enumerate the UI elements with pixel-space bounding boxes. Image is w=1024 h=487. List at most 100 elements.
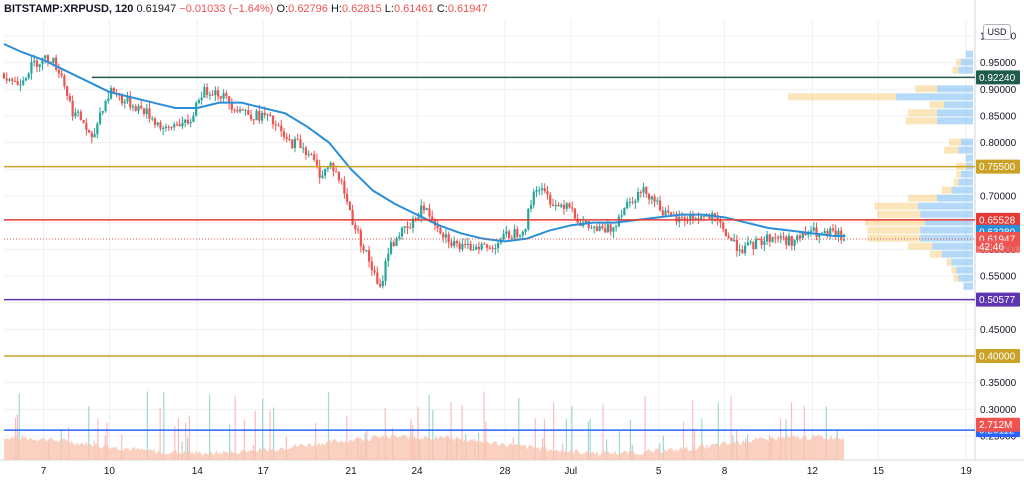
candle-body bbox=[757, 239, 760, 241]
candle-body bbox=[442, 233, 445, 238]
x-tick-label: Jul bbox=[564, 466, 577, 477]
volume-bar bbox=[618, 430, 621, 460]
candle-body bbox=[505, 231, 508, 234]
price-change: −0.01033 (−1.64%) bbox=[179, 3, 274, 15]
candle-body bbox=[159, 122, 162, 129]
candle-body bbox=[488, 247, 491, 249]
profile-row bbox=[908, 242, 933, 250]
candle-body bbox=[354, 224, 357, 230]
candle-body bbox=[782, 236, 785, 238]
chart-header: BITSTAMP:XRPUSD, 120 0.61947 −0.01033 (−… bbox=[4, 3, 488, 15]
candle-body bbox=[233, 109, 236, 111]
profile-row bbox=[956, 170, 961, 178]
candle-body bbox=[694, 218, 697, 220]
candle-body bbox=[702, 216, 706, 218]
candle-body bbox=[274, 124, 277, 126]
candle-body bbox=[362, 246, 365, 251]
candle-body bbox=[639, 192, 642, 194]
candle-body bbox=[260, 112, 264, 121]
currency-button[interactable]: USD bbox=[983, 24, 1011, 40]
candle-body bbox=[348, 201, 351, 211]
profile-row bbox=[917, 202, 973, 210]
level-price-tag-bg bbox=[976, 159, 1020, 174]
candle-body bbox=[175, 124, 179, 126]
candle-body bbox=[521, 231, 524, 236]
candle-body bbox=[798, 235, 802, 239]
volume-bar bbox=[825, 406, 827, 460]
y-tick-label: 0.55000 bbox=[980, 272, 1017, 283]
candle-body bbox=[587, 220, 590, 228]
candle-body bbox=[107, 98, 110, 102]
candle-body bbox=[195, 102, 198, 116]
candle-body bbox=[738, 249, 741, 251]
candle-body bbox=[156, 122, 159, 125]
candle-body bbox=[568, 203, 571, 208]
candle-body bbox=[733, 240, 736, 242]
candle-body bbox=[626, 202, 629, 209]
candle-body bbox=[573, 208, 577, 219]
price-axis[interactable]: 1.000000.950000.900000.850000.800000.750… bbox=[976, 32, 1020, 443]
candle-body bbox=[447, 234, 450, 243]
candle-body bbox=[722, 222, 725, 230]
profile-row bbox=[865, 218, 925, 226]
candle-body bbox=[324, 168, 327, 176]
horizontal-levels[interactable] bbox=[4, 76, 975, 431]
candle-body bbox=[131, 106, 135, 108]
profile-row bbox=[874, 202, 918, 210]
profile-row bbox=[963, 282, 973, 290]
candle-body bbox=[129, 97, 132, 108]
volume-area bbox=[4, 434, 844, 460]
time-axis[interactable]: 7 10 14 17 21 24 28 Jul 5 8 12 15 19 bbox=[41, 466, 972, 477]
candle-body bbox=[636, 192, 640, 201]
candle-body bbox=[96, 123, 99, 135]
candle-body bbox=[126, 97, 129, 102]
candle-body bbox=[101, 111, 104, 113]
volume-bar bbox=[234, 396, 236, 460]
candle-body bbox=[318, 165, 321, 178]
profile-row bbox=[951, 266, 957, 274]
volume-bar bbox=[16, 414, 19, 460]
y-tick-label: 0.90000 bbox=[980, 85, 1017, 96]
level-price-tag: 0.75500 bbox=[979, 162, 1016, 173]
volume-bar bbox=[730, 395, 732, 460]
candle-body bbox=[151, 118, 154, 120]
candle-body bbox=[409, 227, 412, 229]
candle-body bbox=[8, 79, 11, 81]
volume-bar bbox=[717, 402, 719, 460]
candle-body bbox=[356, 229, 360, 231]
candle-body bbox=[428, 208, 431, 217]
candle-body bbox=[590, 227, 593, 229]
volume-bar bbox=[243, 419, 245, 460]
symbol-label[interactable]: BITSTAMP:XRPUSD, 120 bbox=[4, 3, 134, 15]
candle-body bbox=[540, 188, 544, 190]
candle-body bbox=[741, 249, 744, 254]
candle-body bbox=[818, 233, 821, 237]
candle-body bbox=[392, 242, 395, 246]
profile-row bbox=[925, 218, 973, 226]
volume-bar bbox=[208, 394, 211, 460]
candle-body bbox=[425, 208, 428, 211]
candle-body bbox=[826, 231, 829, 235]
profile-row bbox=[952, 66, 959, 74]
candle-body bbox=[472, 249, 475, 251]
candle-body bbox=[271, 115, 275, 125]
candle-body bbox=[776, 237, 780, 239]
candle-body bbox=[730, 237, 733, 241]
candle-body bbox=[208, 94, 211, 96]
candle-body bbox=[469, 243, 472, 251]
profile-row bbox=[946, 258, 952, 266]
candle-body bbox=[513, 229, 516, 239]
volume-bar bbox=[565, 418, 567, 460]
candle-body bbox=[181, 122, 184, 127]
candle-body bbox=[112, 88, 115, 94]
profile-row bbox=[896, 93, 973, 101]
candle-body bbox=[667, 210, 670, 213]
profile-row bbox=[941, 186, 952, 194]
profile-row bbox=[956, 58, 961, 66]
volume-bar bbox=[644, 396, 646, 460]
profile-row bbox=[958, 178, 973, 186]
candle-body bbox=[365, 250, 368, 252]
candle-body bbox=[403, 226, 406, 228]
